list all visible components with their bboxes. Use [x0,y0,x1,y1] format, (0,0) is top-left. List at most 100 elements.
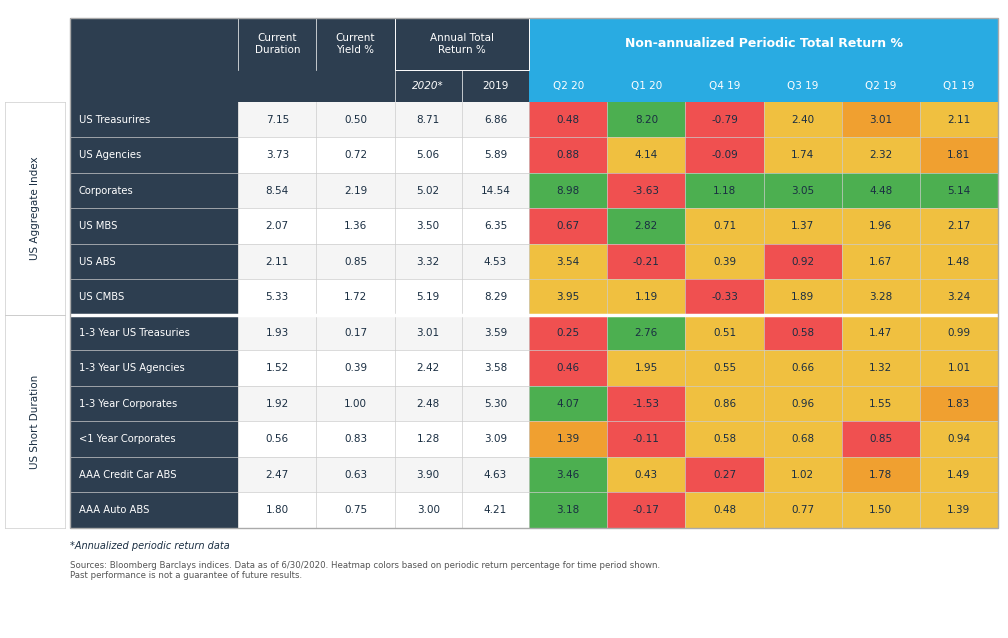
Text: 2.82: 2.82 [635,221,658,231]
Text: 1.39: 1.39 [556,434,580,444]
Text: 1.89: 1.89 [791,292,814,302]
Bar [842,422,920,457]
Text: 4.63: 4.63 [484,470,507,480]
Bar [529,70,998,102]
Text: 1.67: 1.67 [869,256,892,267]
Text: 8.98: 8.98 [556,186,580,196]
Bar [685,279,763,315]
Bar [763,102,842,138]
Bar [920,244,998,279]
Bar [70,18,998,528]
Bar [842,102,920,138]
Bar [529,138,607,173]
Text: -0.79: -0.79 [711,115,738,125]
Text: 3.00: 3.00 [416,505,439,516]
Text: 3.32: 3.32 [416,256,439,267]
Bar [70,457,238,493]
Text: 2.32: 2.32 [869,151,892,160]
Bar [70,493,238,528]
Bar [529,279,607,315]
Bar [70,209,238,244]
Text: 3.95: 3.95 [556,292,580,302]
Bar [70,138,998,173]
Bar [529,244,607,279]
Text: 0.77: 0.77 [791,505,814,516]
Bar [70,350,998,386]
Text: 1.02: 1.02 [791,470,814,480]
Text: 3.24: 3.24 [948,292,971,302]
Text: 3.73: 3.73 [266,151,289,160]
Text: 0.72: 0.72 [344,151,367,160]
Bar [70,70,529,102]
Bar [394,18,529,70]
Text: 3.90: 3.90 [416,470,439,480]
Bar [763,279,842,315]
Text: 1.18: 1.18 [713,186,736,196]
Bar [763,173,842,209]
Text: 1.52: 1.52 [266,363,289,373]
Bar [607,244,685,279]
Bar [842,457,920,493]
Text: 0.43: 0.43 [635,470,658,480]
Text: 0.17: 0.17 [344,328,367,338]
Bar [70,173,998,209]
Text: 2.42: 2.42 [416,363,439,373]
Text: Q4 19: Q4 19 [709,81,740,91]
Text: 0.39: 0.39 [344,363,367,373]
Text: AAA Credit Car ABS: AAA Credit Car ABS [79,470,176,480]
Text: 0.46: 0.46 [556,363,580,373]
Text: 5.14: 5.14 [948,186,971,196]
Text: 2.17: 2.17 [948,221,971,231]
Text: 0.83: 0.83 [344,434,367,444]
Bar [529,350,607,386]
Bar [920,138,998,173]
Bar [842,493,920,528]
Text: 0.67: 0.67 [556,221,580,231]
Bar [920,457,998,493]
Bar [70,422,238,457]
Bar [920,422,998,457]
Text: 0.50: 0.50 [344,115,367,125]
Text: 1.96: 1.96 [869,221,892,231]
Text: 0.66: 0.66 [791,363,814,373]
Text: 3.50: 3.50 [416,221,439,231]
Text: 3.01: 3.01 [869,115,892,125]
Bar [920,315,998,350]
Text: 2.11: 2.11 [266,256,289,267]
Bar [529,386,607,422]
Text: 1.55: 1.55 [869,399,892,409]
Text: Q1 20: Q1 20 [631,81,662,91]
Bar [70,244,238,279]
Text: 0.56: 0.56 [266,434,289,444]
Bar [607,457,685,493]
Bar [70,315,998,350]
Bar [763,209,842,244]
Text: 1.78: 1.78 [869,470,892,480]
Bar [685,315,763,350]
Text: US ABS: US ABS [79,256,116,267]
Text: -0.21: -0.21 [633,256,660,267]
Bar [70,386,998,422]
Text: 1.19: 1.19 [635,292,658,302]
Text: -0.09: -0.09 [711,151,738,160]
Text: 0.25: 0.25 [556,328,580,338]
Text: 0.48: 0.48 [713,505,736,516]
Text: US MBS: US MBS [79,221,117,231]
Bar [70,244,998,279]
Bar [763,244,842,279]
Bar [529,457,607,493]
Bar [607,350,685,386]
Bar [685,422,763,457]
Text: 0.86: 0.86 [713,399,736,409]
Text: 1.72: 1.72 [344,292,367,302]
Text: 5.30: 5.30 [484,399,507,409]
Text: Q1 19: Q1 19 [943,81,975,91]
Bar [763,350,842,386]
Bar [529,173,607,209]
Bar [607,173,685,209]
Text: 1.37: 1.37 [791,221,814,231]
Bar [685,457,763,493]
Bar [920,386,998,422]
Text: 4.07: 4.07 [556,399,580,409]
Bar [70,315,238,350]
